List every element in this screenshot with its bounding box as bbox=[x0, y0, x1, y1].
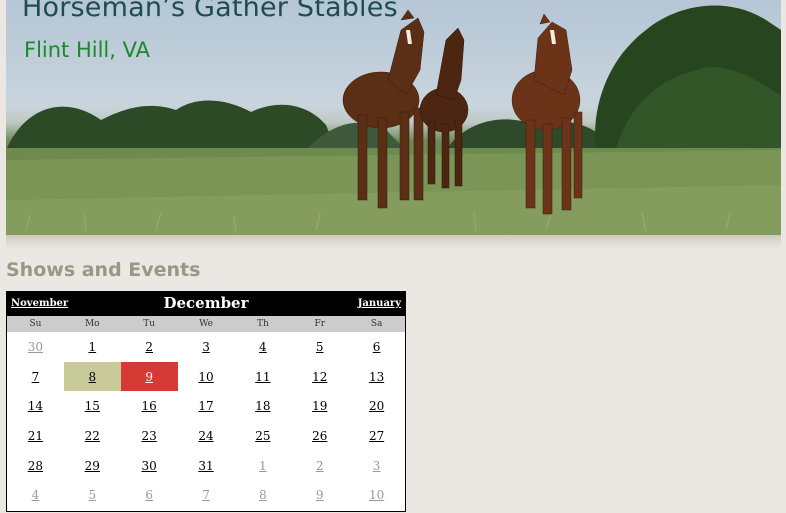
calendar-week: 14 15 16 17 18 19 20 bbox=[7, 391, 405, 421]
calendar-week: 30 1 2 3 4 5 6 bbox=[7, 332, 405, 362]
calendar-week: 4 5 6 7 8 9 10 bbox=[7, 480, 405, 510]
calendar-grid: 30 1 2 3 4 5 6 7 8 9 10 11 12 13 14 15 16 17 18 19 20 21 22 23 2… bbox=[7, 332, 405, 510]
calendar-day-event[interactable]: 8 bbox=[63, 361, 121, 392]
calendar-day-other-month[interactable]: 7 bbox=[202, 488, 210, 503]
calendar-day-other-month[interactable]: 6 bbox=[145, 488, 153, 503]
day-name-mo: Mo bbox=[84, 319, 100, 329]
calendar-day[interactable]: 6 bbox=[372, 339, 381, 354]
calendar-day[interactable]: 14 bbox=[27, 399, 44, 414]
calendar-day-other-month[interactable]: 4 bbox=[31, 488, 40, 503]
calendar-day[interactable]: 2 bbox=[145, 339, 153, 354]
header-banner: Horseman’s Gather Stables Flint Hill, VA bbox=[6, 0, 781, 235]
next-month-link[interactable]: January bbox=[357, 298, 401, 309]
calendar-day[interactable]: 1 bbox=[88, 339, 97, 354]
calendar-day-other-month[interactable]: 3 bbox=[372, 458, 381, 473]
calendar-day[interactable]: 25 bbox=[255, 428, 271, 443]
day-name-fr: Fr bbox=[314, 319, 325, 329]
calendar-day-event[interactable]: 9 bbox=[120, 361, 178, 392]
calendar-day[interactable]: 18 bbox=[255, 399, 271, 414]
calendar-day[interactable]: 13 bbox=[368, 369, 385, 384]
prev-month-link[interactable]: November bbox=[11, 298, 69, 309]
calendar-day-other-month[interactable]: 1 bbox=[259, 458, 267, 473]
horses-photo bbox=[6, 5, 781, 235]
banner-shadow bbox=[6, 235, 781, 249]
day-name-tu: Tu bbox=[143, 319, 156, 329]
calendar-day[interactable]: 19 bbox=[312, 399, 328, 414]
calendar-day[interactable]: 20 bbox=[368, 399, 385, 414]
calendar-day[interactable]: 4 bbox=[259, 339, 267, 354]
calendar-day[interactable]: 21 bbox=[27, 428, 44, 443]
calendar-day-other-month[interactable]: 10 bbox=[368, 488, 385, 503]
site-title: Horseman’s Gather Stables bbox=[22, 0, 398, 23]
calendar-day[interactable]: 5 bbox=[315, 339, 324, 354]
calendar-day[interactable]: 23 bbox=[141, 428, 157, 443]
calendar-day-other-month[interactable]: 30 bbox=[27, 339, 44, 354]
calendar-week: 7 8 9 10 11 12 13 bbox=[7, 361, 405, 392]
day-name-th: Th bbox=[256, 319, 269, 329]
calendar-day[interactable]: 24 bbox=[198, 428, 214, 443]
calendar-day-other-month[interactable]: 9 bbox=[315, 488, 324, 503]
current-month-label: December bbox=[163, 294, 249, 312]
calendar-week: 28 29 30 31 1 2 3 bbox=[7, 451, 405, 481]
calendar-day[interactable]: 26 bbox=[312, 428, 328, 443]
calendar-day[interactable]: 27 bbox=[368, 428, 385, 443]
calendar-day[interactable]: 7 bbox=[31, 369, 40, 384]
calendar-day[interactable]: 28 bbox=[27, 458, 44, 473]
calendar-day[interactable]: 17 bbox=[198, 399, 214, 414]
calendar-day-other-month[interactable]: 2 bbox=[315, 458, 324, 473]
calendar-day[interactable]: 11 bbox=[255, 369, 271, 384]
calendar-day[interactable]: 15 bbox=[84, 399, 100, 414]
calendar-week: 21 22 23 24 25 26 27 bbox=[7, 421, 405, 451]
day-name-sa: Sa bbox=[370, 319, 383, 329]
calendar-day-other-month[interactable]: 8 bbox=[259, 488, 267, 503]
site-location: Flint Hill, VA bbox=[24, 38, 150, 62]
calendar-day[interactable]: 31 bbox=[198, 458, 214, 473]
calendar-day[interactable]: 29 bbox=[84, 458, 100, 473]
events-calendar: November December January Su Mo Tu We Th Fr Sa… bbox=[6, 291, 406, 512]
calendar-day[interactable]: 3 bbox=[202, 339, 210, 354]
section-heading: Shows and Events bbox=[6, 259, 201, 281]
day-name-su: Su bbox=[29, 319, 42, 329]
calendar-title-row: November December January bbox=[7, 292, 405, 316]
calendar-day[interactable]: 22 bbox=[84, 428, 100, 443]
calendar-day[interactable]: 30 bbox=[141, 458, 157, 473]
calendar-day[interactable]: 12 bbox=[312, 369, 328, 384]
day-of-week-header: Su Mo Tu We Th Fr Sa bbox=[7, 316, 405, 332]
calendar-day[interactable]: 10 bbox=[198, 369, 214, 384]
calendar-day-other-month[interactable]: 5 bbox=[88, 488, 97, 503]
day-name-we: We bbox=[199, 319, 213, 329]
calendar-day[interactable]: 16 bbox=[141, 399, 157, 414]
